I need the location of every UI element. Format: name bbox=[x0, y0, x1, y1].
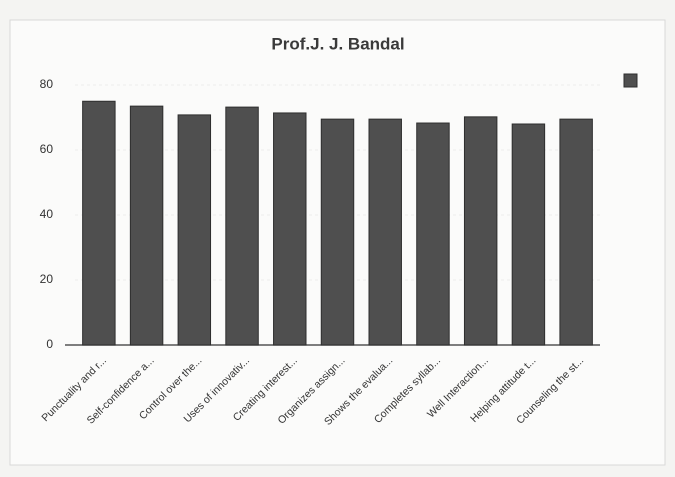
bar bbox=[416, 122, 450, 346]
chart-title: Prof.J. J. Bandal bbox=[271, 34, 404, 53]
y-tick-label: 20 bbox=[40, 272, 54, 286]
bar bbox=[82, 100, 116, 346]
bar bbox=[463, 116, 498, 346]
bar bbox=[511, 123, 546, 346]
y-tick-label: 0 bbox=[46, 337, 53, 351]
bar bbox=[559, 118, 593, 346]
y-tick-label: 60 bbox=[40, 142, 54, 156]
y-tick-label: 40 bbox=[40, 207, 54, 221]
bar bbox=[273, 112, 307, 346]
bar bbox=[129, 105, 164, 346]
bar bbox=[177, 114, 212, 346]
legend-swatch bbox=[623, 73, 638, 88]
bar bbox=[225, 106, 259, 346]
bar bbox=[368, 118, 402, 346]
y-tick-label: 80 bbox=[40, 77, 54, 91]
bar bbox=[320, 118, 355, 346]
